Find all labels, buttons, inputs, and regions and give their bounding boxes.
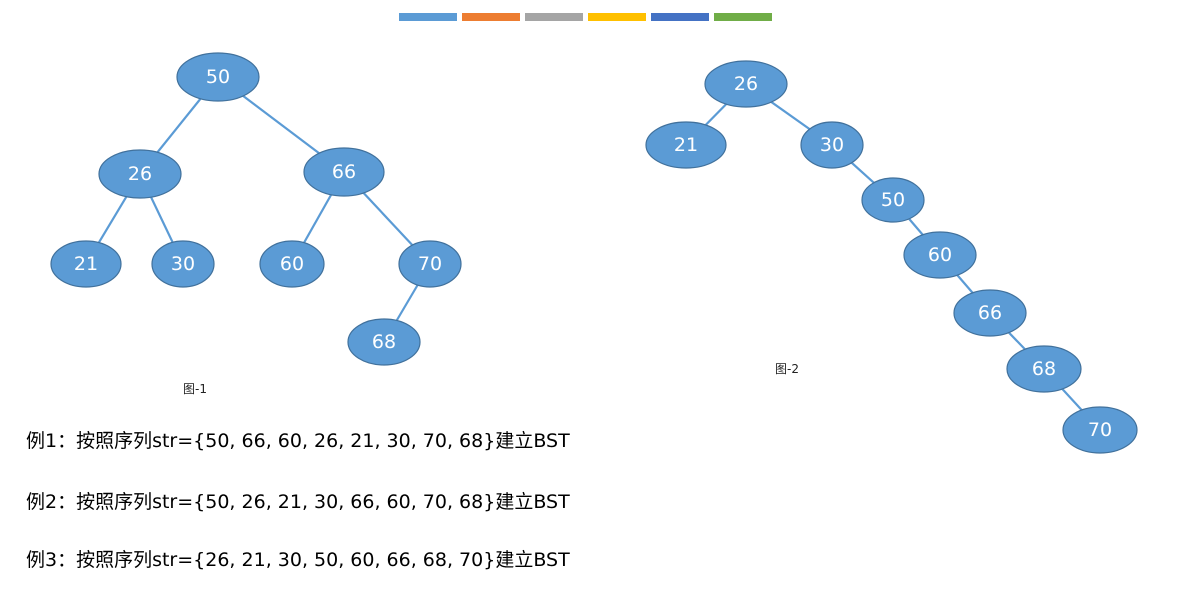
fig1-node-68: 68 bbox=[347, 318, 421, 366]
fig1-node-ellipse bbox=[303, 147, 385, 197]
fig2-node-70: 70 bbox=[1062, 406, 1138, 454]
figure2-caption: 图-2 bbox=[775, 362, 799, 376]
fig2-node-30: 30 bbox=[800, 121, 864, 169]
fig2-node-26: 26 bbox=[704, 60, 788, 108]
figure1-edges bbox=[85, 76, 431, 343]
fig1-node-label: 50 bbox=[206, 66, 230, 88]
fig2-node-label: 68 bbox=[1032, 358, 1056, 380]
fig1-node-ellipse bbox=[151, 240, 215, 288]
fig1-node-label: 21 bbox=[74, 253, 98, 275]
fig2-node-68: 68 bbox=[1006, 345, 1082, 393]
example-2-text: 例2：按照序列str={50, 26, 21, 30, 66, 60, 70, … bbox=[26, 491, 570, 513]
fig1-node-60: 60 bbox=[259, 240, 325, 288]
fig1-node-ellipse bbox=[259, 240, 325, 288]
fig1-node-ellipse bbox=[398, 240, 462, 288]
fig2-node-50: 50 bbox=[861, 177, 925, 223]
palette-swatch bbox=[588, 13, 646, 21]
fig2-node-ellipse bbox=[903, 231, 977, 279]
palette-swatch bbox=[525, 13, 583, 21]
fig2-node-label: 66 bbox=[978, 302, 1002, 324]
fig1-node-label: 70 bbox=[418, 253, 442, 275]
fig1-node-66: 66 bbox=[303, 147, 385, 197]
fig1-node-label: 30 bbox=[171, 253, 195, 275]
figure1-caption: 图-1 bbox=[183, 382, 207, 396]
fig2-node-label: 26 bbox=[734, 73, 758, 95]
fig2-node-label: 60 bbox=[928, 244, 952, 266]
fig1-node-ellipse bbox=[98, 149, 182, 199]
fig1-node-ellipse bbox=[347, 318, 421, 366]
fig2-node-60: 60 bbox=[903, 231, 977, 279]
fig2-node-label: 70 bbox=[1088, 419, 1112, 441]
figure1-nodes: 50 26 66 21 30 60 70 68 bbox=[50, 52, 462, 366]
fig2-node-ellipse bbox=[1006, 345, 1082, 393]
fig1-node-30: 30 bbox=[151, 240, 215, 288]
palette-swatch bbox=[399, 13, 457, 21]
fig2-node-ellipse bbox=[645, 121, 727, 169]
fig2-node-ellipse bbox=[1062, 406, 1138, 454]
fig1-node-ellipse bbox=[50, 240, 122, 288]
fig1-node-label: 60 bbox=[280, 253, 304, 275]
fig1-node-label: 26 bbox=[128, 163, 152, 185]
example-3-text: 例3：按照序列str={26, 21, 30, 50, 60, 66, 68, … bbox=[26, 549, 570, 571]
fig2-node-label: 30 bbox=[820, 134, 844, 156]
fig2-node-21: 21 bbox=[645, 121, 727, 169]
fig1-node-21: 21 bbox=[50, 240, 122, 288]
fig2-node-ellipse bbox=[704, 60, 788, 108]
fig2-node-label: 50 bbox=[881, 189, 905, 211]
fig2-node-ellipse bbox=[800, 121, 864, 169]
fig2-node-label: 21 bbox=[674, 134, 698, 156]
figure2-nodes: 26 21 30 50 60 66 68 70 bbox=[645, 60, 1138, 454]
palette-swatch bbox=[714, 13, 772, 21]
fig1-node-50: 50 bbox=[176, 52, 260, 102]
fig2-node-ellipse bbox=[953, 289, 1027, 337]
palette-swatch bbox=[462, 13, 520, 21]
fig2-node-66: 66 bbox=[953, 289, 1027, 337]
color-palette-bar bbox=[399, 13, 772, 21]
fig1-node-ellipse bbox=[176, 52, 260, 102]
fig1-node-label: 66 bbox=[332, 161, 356, 183]
palette-swatch bbox=[651, 13, 709, 21]
fig1-node-label: 68 bbox=[372, 331, 396, 353]
example-1-text: 例1：按照序列str={50, 66, 60, 26, 21, 30, 70, … bbox=[26, 430, 570, 452]
fig1-node-26: 26 bbox=[98, 149, 182, 199]
fig1-node-70: 70 bbox=[398, 240, 462, 288]
fig2-node-ellipse bbox=[861, 177, 925, 223]
